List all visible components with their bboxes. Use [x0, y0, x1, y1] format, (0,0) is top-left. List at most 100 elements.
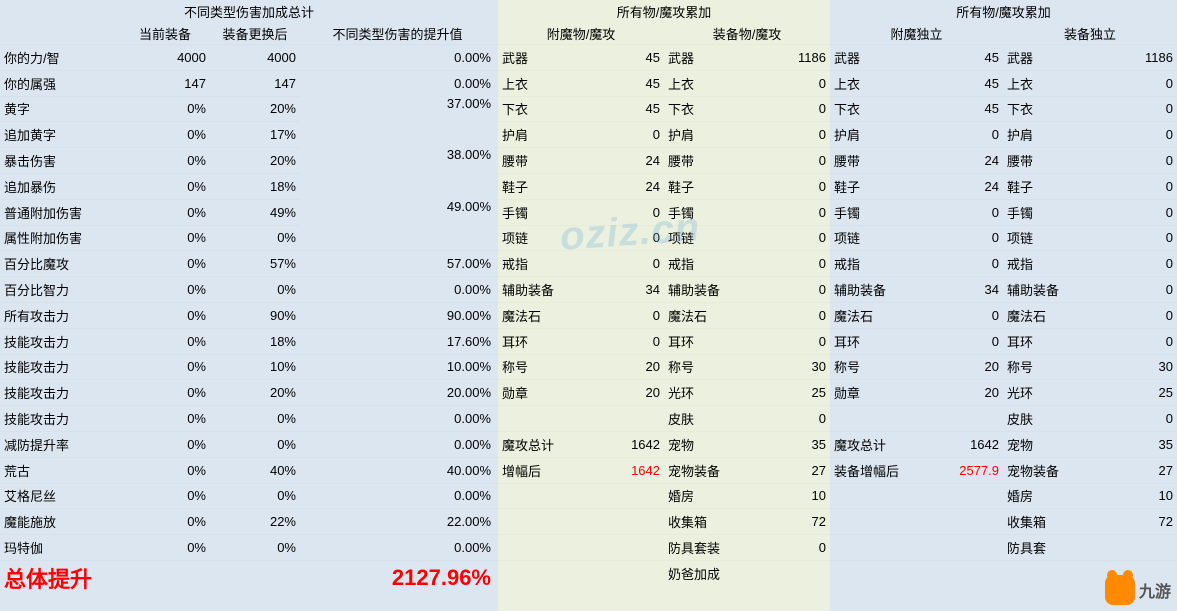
- slot-label: 下衣: [664, 99, 742, 118]
- slot-label: 魔法石: [1003, 306, 1081, 325]
- slot-label: 称号: [1003, 357, 1081, 376]
- slot-label: 称号: [830, 357, 908, 376]
- row-current: 0%: [120, 540, 210, 555]
- slot-label: 手镯: [498, 203, 576, 222]
- row-after: 4000: [210, 50, 300, 65]
- slot-value: 0: [742, 205, 830, 220]
- slot-label: 装备增幅后: [830, 461, 908, 480]
- slot-label: 上衣: [830, 74, 908, 93]
- slot-label: 耳环: [830, 332, 908, 351]
- row-boost: 0.00%: [300, 540, 495, 555]
- logo-icon: [1105, 575, 1135, 605]
- slot-label: 上衣: [664, 74, 742, 93]
- slot-value: 1642: [576, 463, 664, 478]
- row-label: 普通附加伤害: [0, 203, 120, 222]
- table-row: 武器45武器1186: [498, 44, 830, 70]
- slot-value: 20: [908, 359, 1003, 374]
- row-label: 暴击伤害: [0, 151, 120, 170]
- slot-label: 皮肤: [1003, 409, 1081, 428]
- row-current: 0%: [120, 411, 210, 426]
- row-current: 0%: [120, 230, 210, 245]
- row-label: 属性附加伤害: [0, 228, 120, 247]
- section-magic-attack: 所有物/魔攻累加 附魔物/魔攻 装备物/魔攻 武器45武器1186上衣45上衣0…: [498, 0, 830, 611]
- slot-value: 1186: [742, 50, 830, 65]
- slot-label: 耳环: [1003, 332, 1081, 351]
- row-current: 0%: [120, 256, 210, 271]
- mid-subhead-b: 装备物/魔攻: [664, 24, 830, 43]
- row-label: 荒古: [0, 461, 120, 480]
- slot-value: 24: [576, 153, 664, 168]
- slot-label: 婚房: [1003, 486, 1081, 505]
- slot-value: 0: [742, 282, 830, 297]
- table-row: 防具套: [830, 534, 1177, 560]
- slot-value: 1186: [1081, 50, 1177, 65]
- slot-value: 0: [1081, 179, 1177, 194]
- row-boost: 57.00%: [300, 256, 495, 271]
- row-boost: 20.00%: [300, 385, 495, 400]
- row-label: 魔能施放: [0, 512, 120, 531]
- table-row: 百分比智力0%0%0.00%: [0, 276, 498, 302]
- row-current: 0%: [120, 282, 210, 297]
- slot-value: 25: [1081, 385, 1177, 400]
- table-row: 项链0项链0: [830, 225, 1177, 251]
- slot-value: 0: [1081, 153, 1177, 168]
- slot-value: 0: [908, 334, 1003, 349]
- slot-label: 辅助装备: [664, 280, 742, 299]
- row-boost: 22.00%: [300, 514, 495, 529]
- row-label: 玛特伽: [0, 538, 120, 557]
- table-row: 婚房10: [830, 483, 1177, 509]
- slot-label: 称号: [664, 357, 742, 376]
- row-after: 18%: [210, 334, 300, 349]
- row-boost: 90.00%: [300, 308, 495, 323]
- mid-body: 武器45武器1186上衣45上衣0下衣45下衣0护肩0护肩0腰带24腰带0鞋子2…: [498, 44, 830, 611]
- slot-value: 0: [1081, 282, 1177, 297]
- slot-label: 光环: [664, 383, 742, 402]
- slot-value: 24: [576, 179, 664, 194]
- slot-value: 0: [576, 230, 664, 245]
- row-label: 艾格尼丝: [0, 486, 120, 505]
- slot-label: 武器: [498, 48, 576, 67]
- row-after: 18%: [210, 179, 300, 194]
- row-current: 0%: [120, 101, 210, 116]
- slot-value: 45: [908, 50, 1003, 65]
- table-row: 上衣45上衣0: [498, 70, 830, 96]
- row-after: 0%: [210, 411, 300, 426]
- mid-subhead-a: 附魔物/魔攻: [498, 24, 664, 43]
- table-row: 上衣45上衣0: [830, 70, 1177, 96]
- row-current: 0%: [120, 153, 210, 168]
- row-after: 0%: [210, 230, 300, 245]
- table-row: 追加暴伤0%18%: [0, 173, 300, 199]
- row-after: 0%: [210, 488, 300, 503]
- table-row: 武器45武器1186: [830, 44, 1177, 70]
- slot-value: 20: [576, 359, 664, 374]
- table-row: 属性附加伤害0%0%: [0, 225, 300, 251]
- table-row: 称号20称号30: [830, 354, 1177, 380]
- merged-boost: 38.00%: [300, 147, 495, 162]
- slot-value: 0: [1081, 127, 1177, 142]
- slot-label: 下衣: [1003, 99, 1081, 118]
- table-row: 耳环0耳环0: [498, 328, 830, 354]
- table-row: 护肩0护肩0: [830, 121, 1177, 147]
- slot-label: 项链: [1003, 228, 1081, 247]
- row-label: 技能攻击力: [0, 409, 120, 428]
- slot-label: 鞋子: [498, 177, 576, 196]
- merged-boost: 37.00%: [300, 96, 495, 111]
- slot-value: 0: [742, 256, 830, 271]
- row-current: 4000: [120, 50, 210, 65]
- slot-label: 魔攻总计: [498, 435, 576, 454]
- table-row: 腰带24腰带0: [830, 147, 1177, 173]
- merged-row-group: 暴击伤害0%20%追加暴伤0%18%38.00%: [0, 147, 498, 199]
- table-row: 戒指0戒指0: [830, 250, 1177, 276]
- slot-value: 0: [576, 256, 664, 271]
- right-top-header: 所有物/魔攻累加: [830, 2, 1177, 21]
- table-row: 增幅后1642宠物装备27: [498, 457, 830, 483]
- table-row: 下衣45下衣0: [830, 96, 1177, 122]
- table-row: 你的属强1471470.00%: [0, 70, 498, 96]
- row-after: 49%: [210, 205, 300, 220]
- table-row: 艾格尼丝0%0%0.00%: [0, 483, 498, 509]
- table-row: 称号20称号30: [498, 354, 830, 380]
- row-label: 追加暴伤: [0, 177, 120, 196]
- row-after: 17%: [210, 127, 300, 142]
- slot-value: 45: [908, 101, 1003, 116]
- table-row: 护肩0护肩0: [498, 121, 830, 147]
